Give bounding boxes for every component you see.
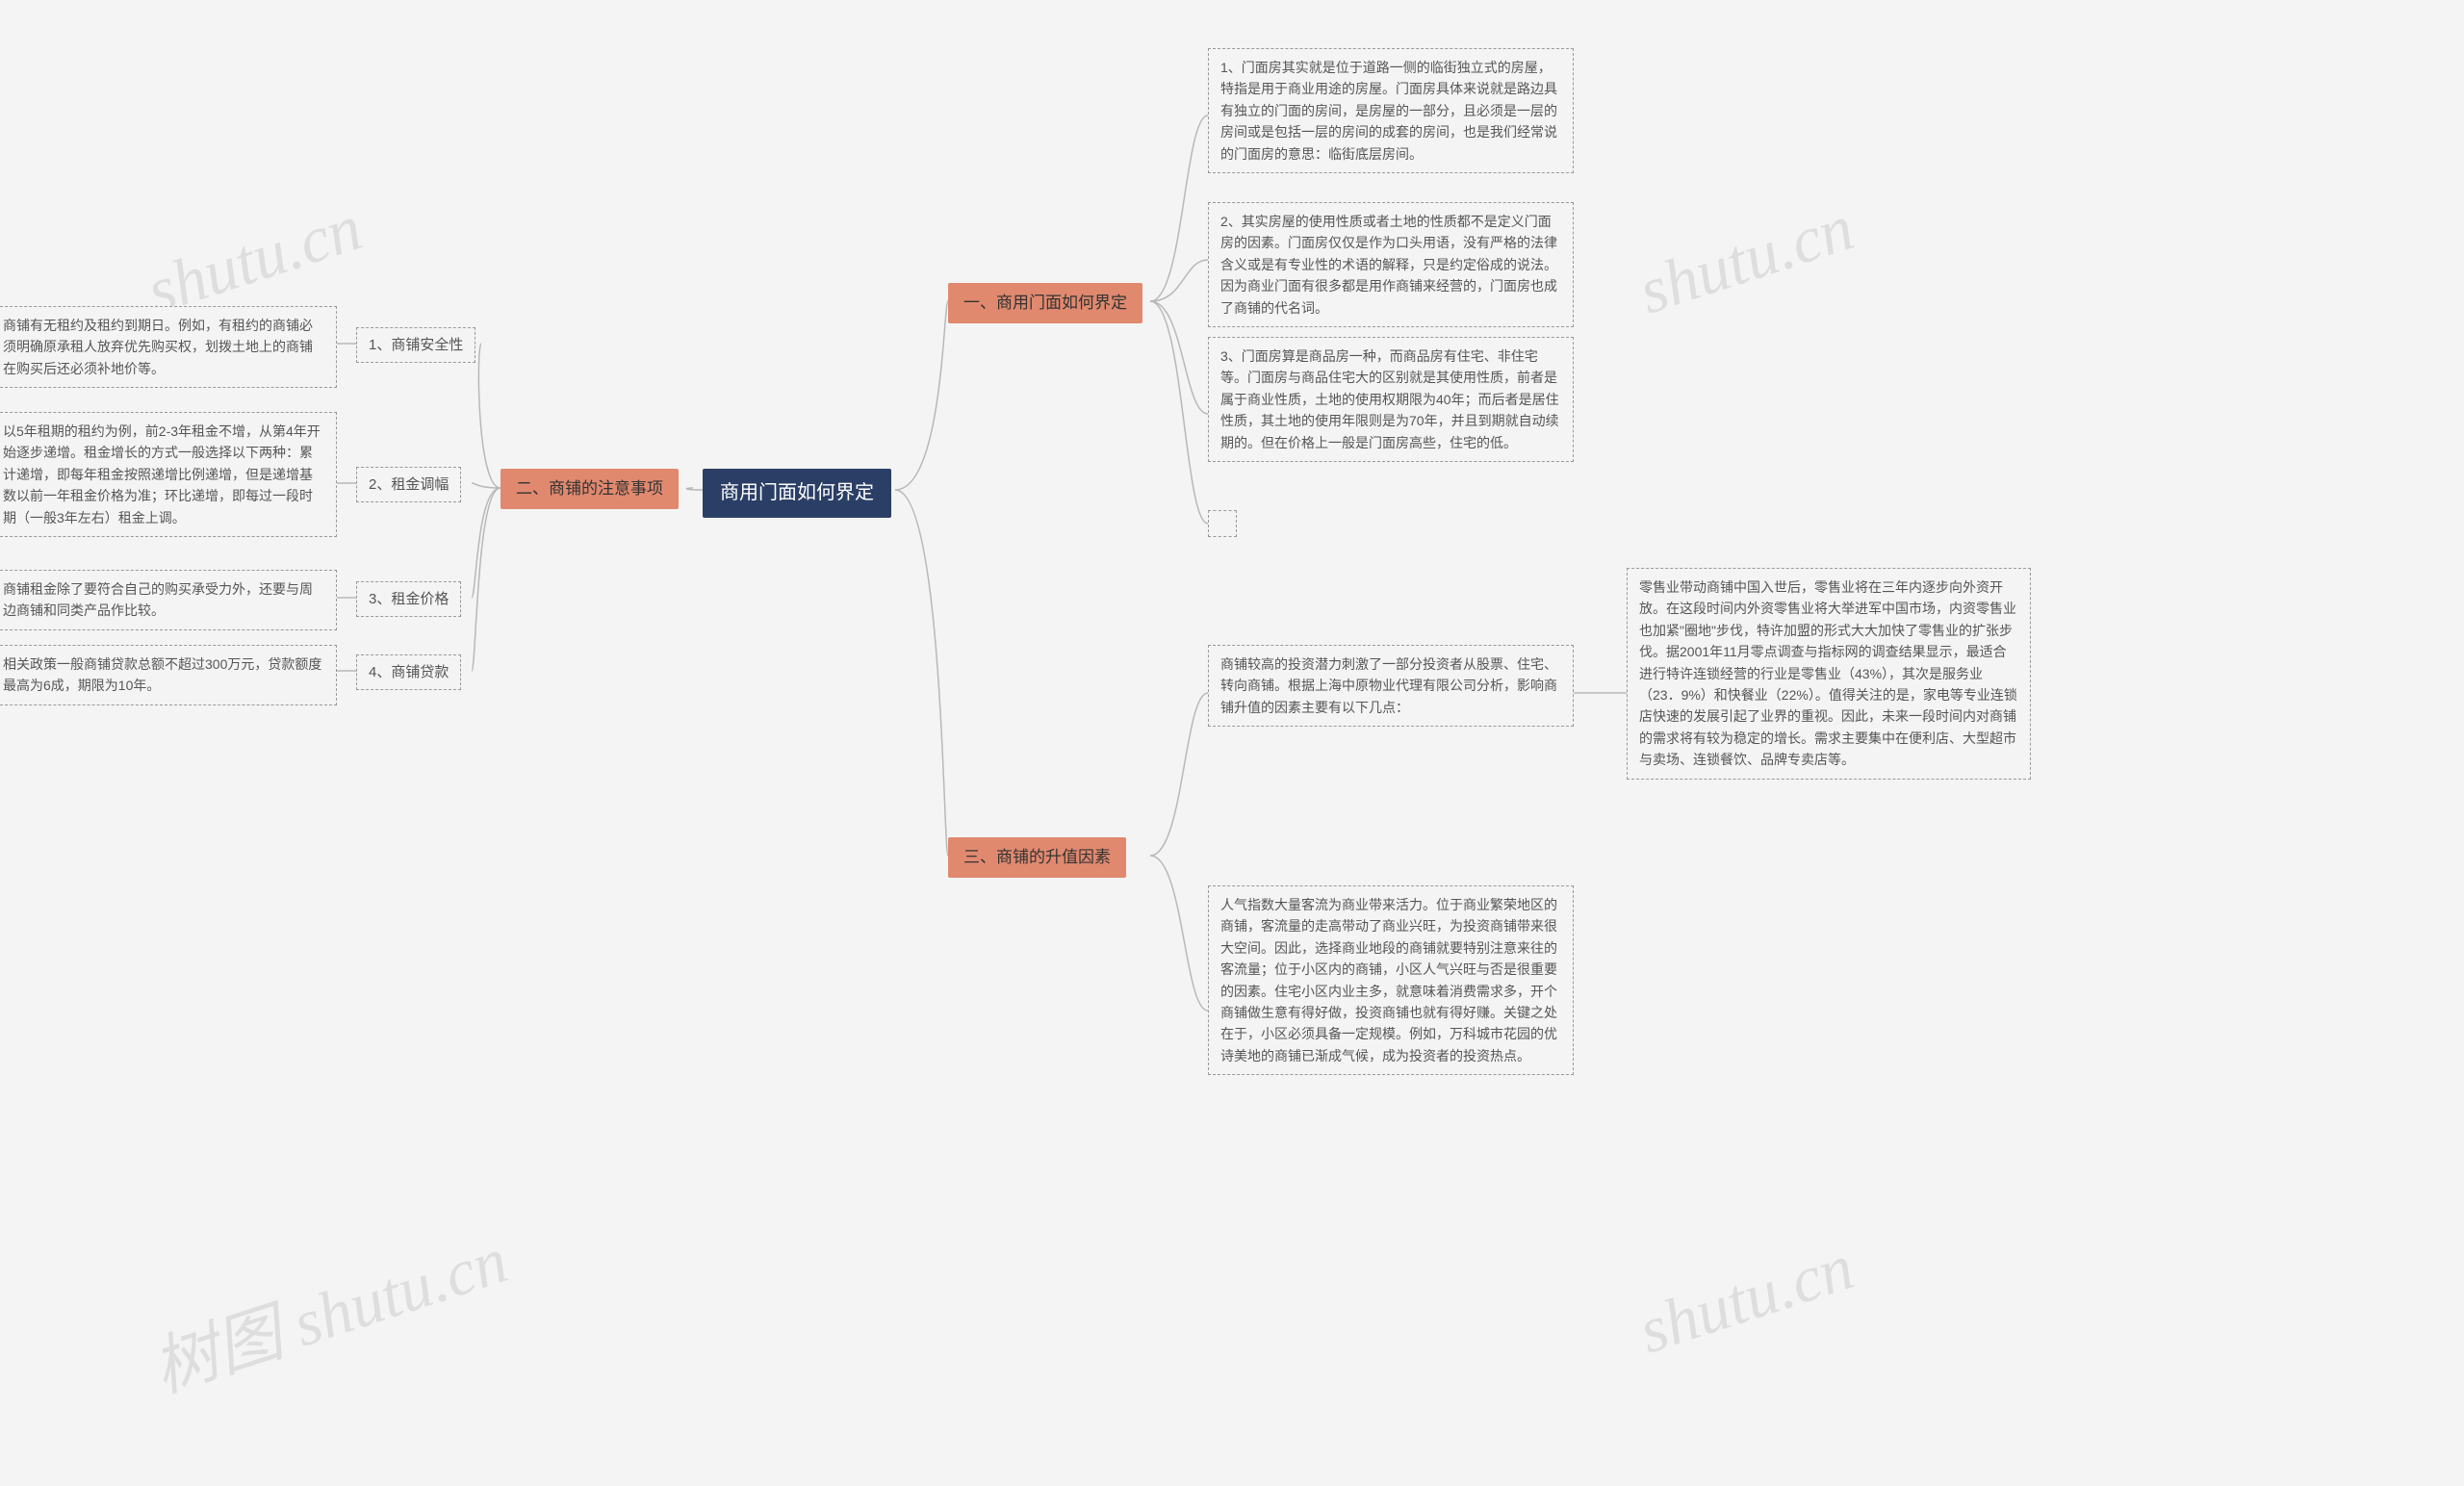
watermark: shutu.cn [1630, 190, 1862, 330]
branch2-detail-1: 商铺有无租约及租约到期日。例如，有租约的商铺必须明确原承租人放弃优先购买权，划拨… [0, 306, 337, 388]
branch2-detail-3: 商铺租金除了要符合自己的购买承受力外，还要与周边商铺和同类产品作比较。 [0, 570, 337, 630]
branch-1[interactable]: 一、商用门面如何界定 [948, 283, 1142, 323]
branch2-detail-2: 以5年租期的租约为例，前2-3年租金不增，从第4年开始逐步递增。租金增长的方式一… [0, 412, 337, 537]
branch1-leaf-2: 2、其实房屋的使用性质或者土地的性质都不是定义门面房的因素。门面房仅仅是作为口头… [1208, 202, 1574, 327]
branch1-leaf-empty [1208, 510, 1237, 537]
branch3-intro: 商铺较高的投资潜力刺激了一部分投资者从股票、住宅、转向商铺。根据上海中原物业代理… [1208, 645, 1574, 727]
branch3-popularity: 人气指数大量客流为商业带来活力。位于商业繁荣地区的商铺，客流量的走高带动了商业兴… [1208, 885, 1574, 1075]
branch2-sub-2[interactable]: 2、租金调幅 [356, 467, 461, 502]
watermark: 树图 shutu.cn [139, 1206, 517, 1410]
watermark: shutu.cn [1630, 1229, 1862, 1370]
branch2-sub-3[interactable]: 3、租金价格 [356, 581, 461, 617]
branch2-sub-1[interactable]: 1、商铺安全性 [356, 327, 475, 363]
branch-2[interactable]: 二、商铺的注意事项 [500, 469, 679, 509]
branch2-sub-4[interactable]: 4、商铺贷款 [356, 654, 461, 690]
branch1-leaf-1: 1、门面房其实就是位于道路一侧的临街独立式的房屋，特指是用于商业用途的房屋。门面… [1208, 48, 1574, 173]
branch-3[interactable]: 三、商铺的升值因素 [948, 837, 1126, 878]
branch2-detail-4: 相关政策一般商铺贷款总额不超过300万元，贷款额度最高为6成，期限为10年。 [0, 645, 337, 705]
root-node[interactable]: 商用门面如何界定 [703, 469, 891, 518]
branch1-leaf-3: 3、门面房算是商品房一种，而商品房有住宅、非住宅等。门面房与商品住宅大的区别就是… [1208, 337, 1574, 462]
branch3-intro-right: 零售业带动商铺中国入世后，零售业将在三年内逐步向外资开放。在这段时间内外资零售业… [1627, 568, 2031, 780]
